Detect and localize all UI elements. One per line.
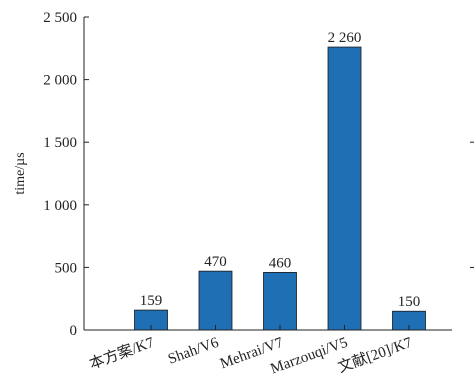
x-tick-label: Shah/V6	[166, 335, 221, 368]
x-axis-ticks: 本方案/K7 Shah/V6Mehrai/V7Marzouqi/V5文献[20]/…	[87, 325, 415, 377]
x-tick-label: 文献[20]/K7	[336, 334, 415, 377]
y-axis-label: time/µs	[13, 152, 28, 194]
y-tick-label: 500	[55, 260, 78, 276]
y-tick-label: 0	[70, 323, 78, 339]
bars	[134, 46, 426, 331]
bar-value-label: 150	[398, 294, 421, 310]
y-tick-label: 1 500	[43, 135, 77, 151]
y-tick-label: 2 500	[43, 10, 77, 26]
x-tick-label: 本方案/K7	[87, 333, 157, 373]
bar-value-label: 470	[204, 254, 227, 270]
y-axis-ticks: 0 500 1 000 1 500 2 000 2 500	[43, 10, 89, 339]
bar	[327, 46, 362, 331]
bar	[263, 272, 297, 331]
y-tick-label: 1 000	[43, 198, 77, 214]
bar	[198, 270, 233, 331]
bar-value-label: 159	[140, 293, 163, 309]
bar-value-label: 460	[269, 255, 292, 271]
bar-value-label: 2 260	[328, 30, 362, 46]
bar-data-labels: 159 470 460 2 260 150	[140, 30, 421, 310]
y-tick-label: 2 000	[43, 73, 77, 89]
